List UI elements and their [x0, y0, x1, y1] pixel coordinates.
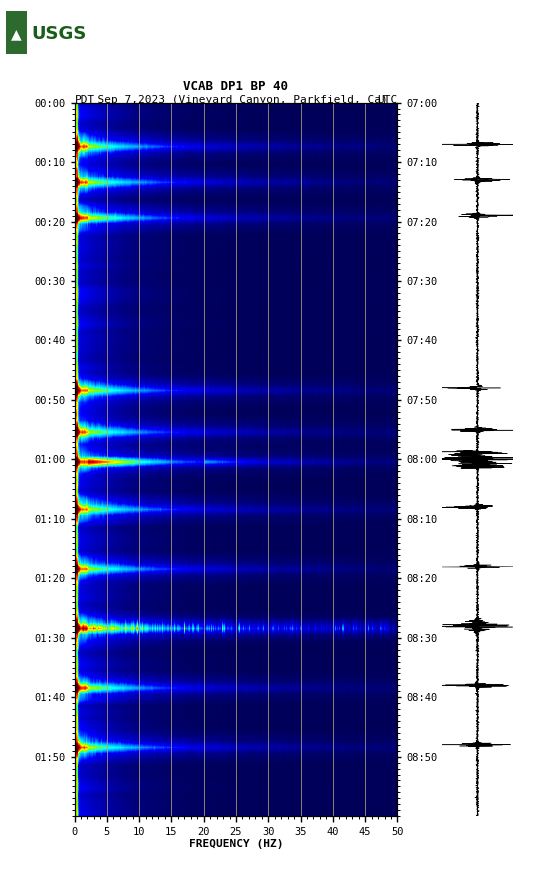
Text: Sep 7,2023 (Vineyard Canyon, Parkfield, Ca): Sep 7,2023 (Vineyard Canyon, Parkfield, …	[84, 95, 388, 105]
Text: VCAB DP1 BP 40: VCAB DP1 BP 40	[183, 79, 289, 93]
Text: USGS: USGS	[31, 25, 87, 43]
X-axis label: FREQUENCY (HZ): FREQUENCY (HZ)	[189, 839, 283, 849]
Text: UTC: UTC	[377, 95, 397, 105]
Text: ▲: ▲	[11, 28, 22, 41]
Text: PDT: PDT	[75, 95, 95, 105]
Bar	[6, 11, 26, 54]
